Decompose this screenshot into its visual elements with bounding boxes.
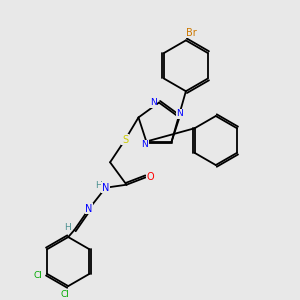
Text: N: N xyxy=(150,98,157,107)
Text: Cl: Cl xyxy=(61,290,70,299)
Text: H: H xyxy=(64,223,71,232)
Text: S: S xyxy=(122,135,128,145)
Text: O: O xyxy=(147,172,154,182)
Text: H: H xyxy=(95,181,101,190)
Text: Br: Br xyxy=(187,28,197,38)
Text: N: N xyxy=(102,183,109,193)
Text: N: N xyxy=(141,140,148,149)
Text: N: N xyxy=(176,110,183,118)
Text: N: N xyxy=(85,204,93,214)
Text: Cl: Cl xyxy=(34,271,43,280)
